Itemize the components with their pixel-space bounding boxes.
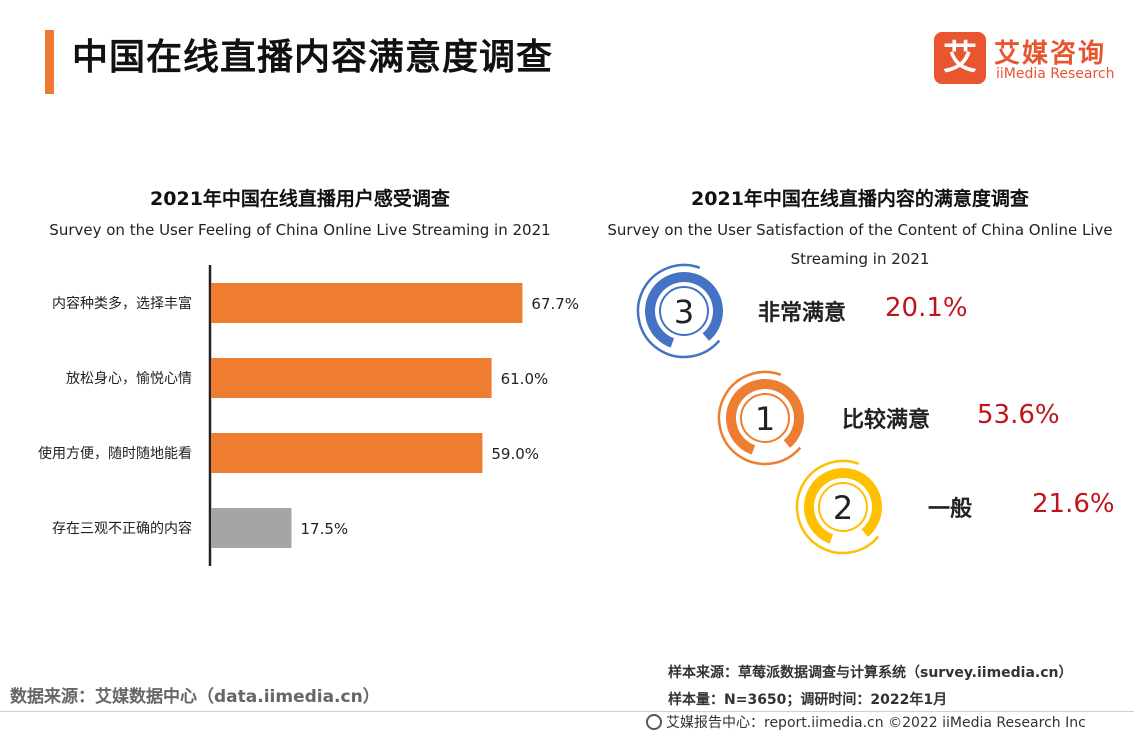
user-feeling-bar-chart: 内容种类多，选择丰富 67.7% 放松身心，愉悦心情 61.0% 使用方便，随时随地能看… (38, 265, 579, 566)
logo-english-name: iiMedia Research (996, 66, 1115, 82)
satisfaction-label: 非常满意 (758, 301, 847, 326)
satisfaction-label: 一般 (928, 497, 973, 522)
satisfaction-value: 21.6% (1032, 489, 1115, 519)
satisfaction-title: 2021年中国在线直播内容的满意度调查 (691, 188, 1029, 210)
footer: 艾媒报告中心：report.iimedia.cn ©2022 iiMedia R… (646, 713, 1086, 733)
sample-size: 样本量：N=3650；调研时间：2022年1月 (668, 692, 948, 708)
satisfaction-subtitle: Survey on the User Satisfaction of the C… (607, 221, 1113, 268)
data-source: 数据来源：艾媒数据中心（data.iimedia.cn） (10, 687, 380, 707)
bar-chart-title: 2021年中国在线直播用户感受调查 (150, 188, 450, 210)
satisfaction-value: 20.1% (885, 293, 968, 323)
category-label: 放松身心，愉悦心情 (66, 371, 192, 387)
logo-mark: 艾 (934, 32, 986, 84)
footer-text: 艾媒报告中心：report.iimedia.cn ©2022 iiMedia R… (666, 715, 1086, 731)
data-label: 59.0% (491, 445, 539, 463)
rank-number: 3 (674, 293, 694, 331)
category-label: 内容种类多，选择丰富 (52, 295, 192, 312)
satisfaction-ring: 1 (717, 370, 804, 466)
rank-number: 1 (755, 400, 775, 438)
globe-icon (646, 714, 662, 730)
satisfaction-label: 比较满意 (842, 408, 931, 433)
page-title: 中国在线直播内容满意度调查 (72, 37, 554, 78)
bar (211, 433, 483, 473)
iimedia-logo: 艾 艾媒咨询 iiMedia Research (934, 32, 1124, 86)
category-label: 存在三观不正确的内容 (52, 520, 192, 537)
bar (211, 283, 523, 323)
satisfaction-ring: 3 (636, 263, 723, 359)
data-label: 17.5% (301, 520, 349, 538)
satisfaction-value: 53.6% (977, 400, 1060, 430)
sample-source: 样本来源：草莓派数据调查与计算系统（survey.iimedia.cn） (668, 665, 1073, 681)
logo-chinese-name: 艾媒咨询 (994, 39, 1107, 69)
data-label: 61.0% (501, 370, 549, 388)
satisfaction-ring: 2 (795, 459, 882, 555)
rank-number: 2 (833, 489, 853, 527)
footer-divider (0, 711, 1134, 712)
bar (211, 508, 292, 548)
title-accent-bar (45, 30, 54, 94)
data-label: 67.7% (531, 295, 579, 313)
category-label: 使用方便，随时随地能看 (38, 445, 192, 462)
bar (211, 358, 492, 398)
bar-chart-subtitle: Survey on the User Feeling of China Onli… (49, 221, 551, 239)
